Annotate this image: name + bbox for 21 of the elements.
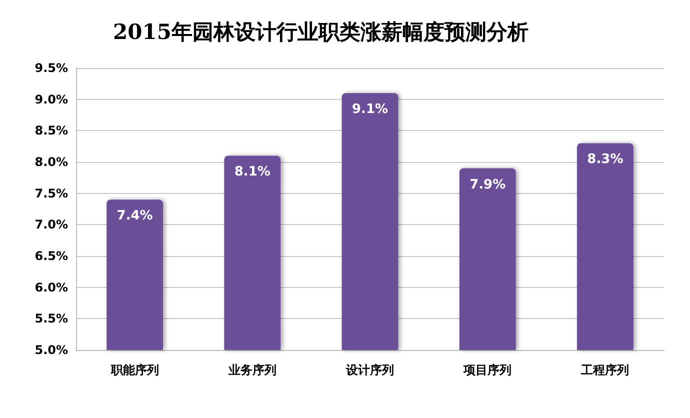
- data-label: 7.4%: [116, 208, 153, 224]
- data-label: 8.3%: [587, 152, 624, 168]
- data-label: 8.1%: [234, 164, 270, 180]
- data-label: 7.9%: [470, 177, 506, 192]
- y-tick-label: 9.0%: [34, 92, 68, 106]
- x-tick-label: 业务序列: [227, 363, 276, 377]
- y-tick-label: 6.0%: [34, 280, 68, 294]
- chart-title: 2015年园林设计行业职类涨薪幅度预测分析: [113, 19, 528, 44]
- x-tick-label: 项目序列: [462, 363, 512, 377]
- y-tick-label: 7.5%: [34, 186, 68, 200]
- y-tick-label: 7.0%: [34, 218, 68, 232]
- data-label: 9.1%: [352, 102, 388, 118]
- x-tick-label: 职能序列: [110, 363, 159, 377]
- x-tick-label: 工程序列: [580, 363, 630, 377]
- y-tick-label: 5.5%: [34, 312, 68, 326]
- y-tick-label: 8.5%: [34, 124, 68, 138]
- y-tick-label: 8.0%: [34, 155, 68, 169]
- y-tick-label: 6.5%: [34, 249, 68, 263]
- x-tick-label: 设计序列: [345, 363, 394, 377]
- y-tick-label: 9.5%: [34, 61, 68, 75]
- y-tick-label: 5.0%: [34, 343, 68, 357]
